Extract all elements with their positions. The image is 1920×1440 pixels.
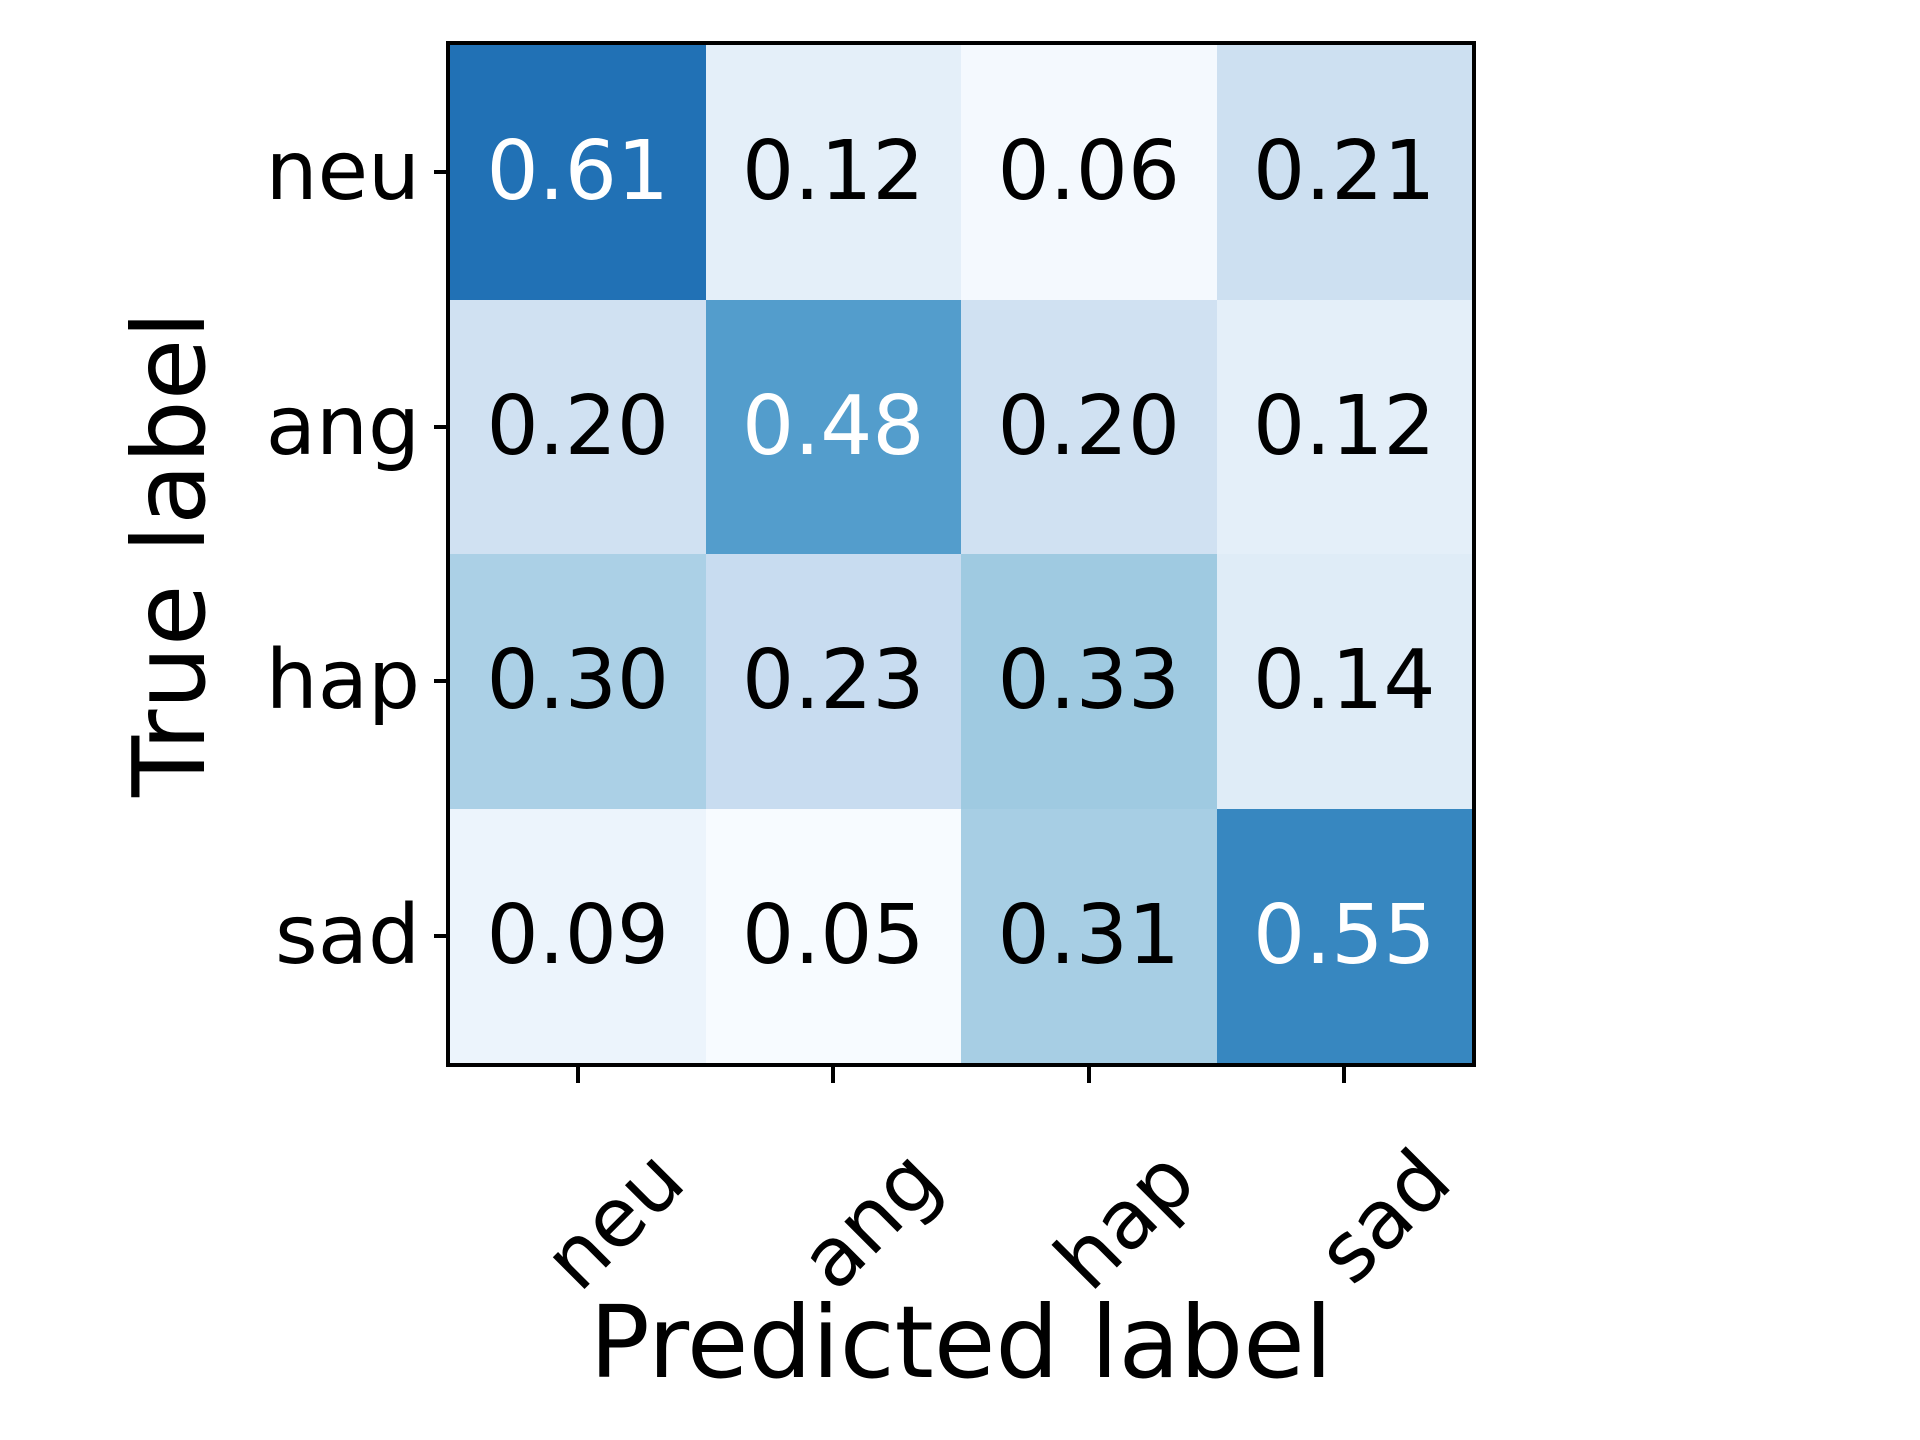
heatmap-cell-sad-hap: 0.31 bbox=[961, 808, 1217, 1063]
heatmap-cell-neu-hap: 0.06 bbox=[961, 45, 1217, 300]
x-tick-label-ang: ang bbox=[782, 1132, 959, 1309]
x-tick bbox=[1342, 1067, 1347, 1083]
heatmap-cell-sad-ang: 0.05 bbox=[705, 808, 961, 1063]
x-tick-label-sad: sad bbox=[1299, 1132, 1470, 1302]
heatmap-cell-hap-hap: 0.33 bbox=[961, 554, 1217, 809]
x-tick-label-neu: neu bbox=[526, 1132, 703, 1309]
heatmap-cell-sad-sad: 0.55 bbox=[1216, 808, 1472, 1063]
y-tick-label-neu: neu bbox=[265, 124, 420, 220]
heatmap-cell-ang-sad: 0.12 bbox=[1216, 299, 1472, 554]
y-tick-label-sad: sad bbox=[274, 887, 420, 983]
heatmap-cell-hap-ang: 0.23 bbox=[705, 554, 961, 809]
y-tick-label-ang: ang bbox=[265, 378, 420, 474]
heatmap-cell-sad-neu: 0.09 bbox=[450, 808, 706, 1063]
heatmap-cell-neu-ang: 0.12 bbox=[705, 45, 961, 300]
y-tick-label-hap: hap bbox=[265, 633, 420, 729]
heatmap-cell-neu-neu: 0.61 bbox=[450, 45, 706, 300]
heatmap-plot: 0.61 0.12 0.06 0.21 0.20 0.48 0.20 0.12 0.30 0.23… bbox=[446, 41, 1476, 1067]
y-tick bbox=[434, 170, 450, 175]
x-tick bbox=[1086, 1067, 1091, 1083]
heatmap-cell-hap-sad: 0.14 bbox=[1216, 554, 1472, 809]
x-tick bbox=[575, 1067, 580, 1083]
heatmap-cell-ang-neu: 0.20 bbox=[450, 299, 706, 554]
x-axis-title: Predicted label bbox=[589, 1284, 1333, 1401]
heatmap-cell-ang-hap: 0.20 bbox=[961, 299, 1217, 554]
heatmap-cell-hap-neu: 0.30 bbox=[450, 554, 706, 809]
y-tick bbox=[434, 424, 450, 429]
heatmap-cell-neu-sad: 0.21 bbox=[1216, 45, 1472, 300]
y-axis-title: True label bbox=[111, 310, 228, 798]
x-tick-label-hap: hap bbox=[1037, 1132, 1214, 1309]
y-tick bbox=[434, 679, 450, 684]
heatmap-cell-ang-ang: 0.48 bbox=[705, 299, 961, 554]
y-tick bbox=[434, 933, 450, 938]
x-tick bbox=[831, 1067, 836, 1083]
